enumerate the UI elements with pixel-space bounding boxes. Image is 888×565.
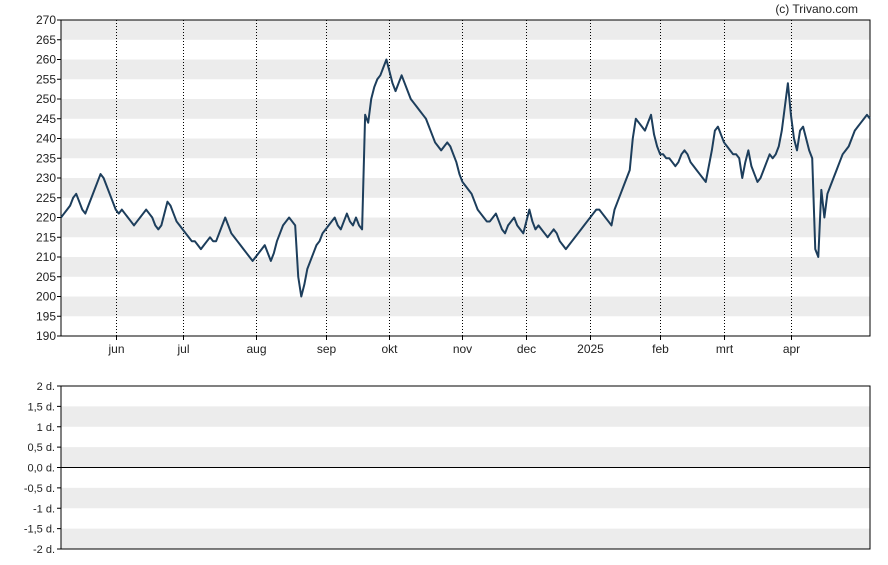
price-y-tick-label: 205 — [36, 270, 56, 284]
volume-y-tick-label: 0,5 d. — [27, 442, 55, 454]
volume-panel: 2 d. 1,5 d. 1 d. 0,5 d. 0,0 d. -0,5 d. -1 d. -1… — [24, 381, 871, 556]
price-y-tick-label: 235 — [36, 151, 56, 165]
price-x-tick-label: mrt — [716, 342, 734, 356]
volume-y-tick-label: -0,5 d. — [24, 483, 55, 495]
price-y-tick-label: 260 — [36, 53, 56, 67]
copyright-text: (c) Trivano.com — [775, 2, 858, 16]
volume-grid-band — [61, 487, 870, 509]
price-y-axis: 270 265 260 255 250 245 240 235 230 225 220 215 210 2… — [36, 13, 61, 343]
volume-grid-band — [61, 528, 870, 549]
volume-grid-band — [61, 447, 870, 468]
volume-y-tick-label: 0,0 d. — [27, 463, 55, 475]
price-y-tick-label: 250 — [36, 92, 56, 106]
price-x-tick-label: jul — [176, 342, 189, 356]
price-x-axis: jun jul aug sep okt nov dec 2025 feb mrt apr — [107, 336, 800, 356]
price-grid-band — [61, 296, 870, 317]
price-y-tick-label: 190 — [36, 329, 56, 343]
price-y-tick-label: 255 — [36, 72, 56, 86]
price-y-tick-label: 200 — [36, 290, 56, 304]
price-y-tick-label: 225 — [36, 191, 56, 205]
price-x-tick-label: nov — [453, 342, 472, 356]
price-grid-band — [61, 257, 870, 277]
price-y-tick-label: 215 — [36, 230, 56, 244]
price-grid-band — [61, 138, 870, 159]
price-grid-band — [61, 99, 870, 119]
price-x-tick-label: sep — [317, 342, 337, 356]
volume-y-tick-label: 2 d. — [37, 381, 55, 393]
price-y-tick-label: 210 — [36, 250, 56, 264]
volume-y-tick-label: -1,5 d. — [24, 524, 55, 536]
price-y-tick-label: 270 — [36, 13, 56, 27]
volume-y-tick-label: -1 d. — [33, 503, 55, 515]
volume-y-tick-label: 1,5 d. — [27, 401, 55, 413]
price-grid-band — [61, 59, 870, 80]
volume-y-axis: 2 d. 1,5 d. 1 d. 0,5 d. 0,0 d. -0,5 d. -1 d. -1… — [24, 381, 61, 556]
price-x-tick-label: 2025 — [577, 342, 604, 356]
price-grid-band — [61, 178, 870, 198]
price-x-tick-label: feb — [652, 342, 669, 356]
price-grid-band — [61, 217, 870, 238]
price-y-tick-label: 230 — [36, 171, 56, 185]
price-panel: 270 265 260 255 250 245 240 235 230 225 220 215 210 2… — [36, 13, 871, 356]
price-series-line — [60, 58, 871, 298]
price-y-tick-label: 245 — [36, 112, 56, 126]
price-y-tick-label: 220 — [36, 211, 56, 225]
price-x-tick-label: dec — [517, 342, 536, 356]
volume-y-tick-label: 1 d. — [37, 422, 55, 434]
price-grid-band — [61, 20, 870, 40]
price-x-tick-label: apr — [783, 342, 800, 356]
price-y-tick-label: 240 — [36, 132, 56, 146]
price-x-tick-label: okt — [381, 342, 398, 356]
price-x-tick-label: aug — [246, 342, 266, 356]
price-grid-bands — [61, 20, 870, 317]
price-y-tick-label: 265 — [36, 33, 56, 47]
price-y-tick-label: 195 — [36, 309, 56, 323]
price-x-tick-label: jun — [107, 342, 124, 356]
volume-grid-bands — [61, 406, 870, 549]
volume-y-tick-label: -2 d. — [33, 544, 55, 556]
volume-grid-band — [61, 406, 870, 427]
